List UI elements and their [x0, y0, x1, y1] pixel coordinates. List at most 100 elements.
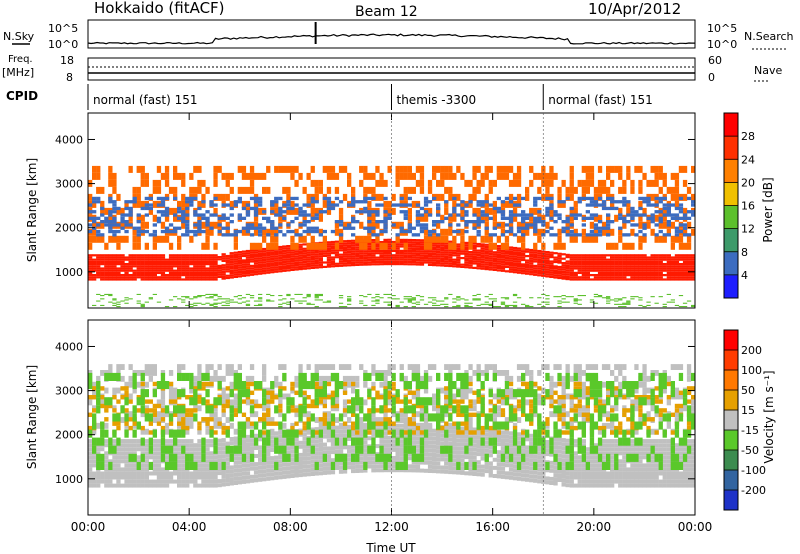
data-cell [225, 478, 230, 482]
data-cell [266, 293, 271, 295]
data-cell [96, 235, 101, 243]
data-cell [108, 220, 113, 224]
cpid-label: CPID [6, 89, 38, 103]
data-cell [577, 179, 582, 187]
data-cell [476, 448, 481, 453]
data-cell [678, 216, 684, 220]
data-cell [185, 269, 190, 272]
data-cell [614, 254, 619, 257]
data-cell [614, 214, 619, 222]
data-cell [411, 239, 416, 242]
data-cell [678, 295, 684, 297]
data-cell [573, 207, 578, 215]
data-cell [185, 220, 190, 224]
data-cell [597, 254, 603, 257]
data-cell [662, 258, 667, 261]
data-cell [399, 203, 404, 207]
data-cell [258, 270, 263, 273]
data-cell [573, 463, 578, 468]
data-cell [658, 200, 663, 204]
data-cell [181, 256, 186, 259]
data-cell [399, 263, 404, 266]
data-cell [484, 254, 489, 257]
data-cell [626, 233, 631, 237]
data-cell [112, 233, 117, 237]
data-cell [334, 462, 340, 466]
data-cell [258, 303, 263, 305]
data-cell [561, 442, 566, 447]
data-cell [589, 221, 595, 229]
data-cell [504, 216, 510, 220]
data-cell [549, 468, 554, 473]
data-cell [310, 179, 315, 187]
data-cell [270, 271, 275, 274]
data-cell [585, 179, 590, 187]
data-cell [488, 261, 493, 264]
data-cell [168, 265, 174, 268]
data-cell [682, 306, 688, 308]
colorbar-tick-label: 4 [741, 269, 748, 282]
data-cell [334, 264, 340, 268]
data-cell [525, 213, 530, 217]
data-cell [371, 297, 376, 299]
data-cell [691, 256, 696, 259]
data-cell [569, 233, 574, 237]
data-cell [500, 165, 506, 173]
data-cell [674, 269, 680, 272]
data-cell [553, 445, 558, 450]
data-cell [359, 295, 364, 297]
data-cell [209, 263, 214, 266]
data-cell [262, 432, 267, 437]
data-cell [258, 207, 263, 215]
data-cell [116, 193, 121, 201]
data-cell [500, 297, 506, 299]
data-cell [140, 271, 145, 274]
data-cell [686, 196, 692, 201]
data-cell [585, 274, 590, 277]
data-cell [395, 172, 400, 180]
data-cell [638, 221, 643, 229]
data-cell [209, 459, 214, 464]
data-cell [436, 220, 441, 224]
data-cell [399, 229, 404, 234]
data-cell [488, 461, 493, 466]
data-cell [508, 253, 514, 256]
data-cell [533, 207, 538, 215]
data-cell [662, 221, 667, 229]
data-cell [266, 299, 271, 301]
data-cell [306, 172, 311, 180]
data-cell [618, 172, 623, 180]
data-cell [104, 439, 109, 444]
data-cell [262, 216, 267, 220]
data-cell [452, 454, 457, 459]
data-cell [630, 263, 635, 266]
data-cell [622, 179, 627, 187]
data-cell [193, 258, 198, 261]
data-cell [209, 269, 214, 272]
data-cell [266, 267, 271, 270]
data-cell [444, 165, 449, 173]
data-cell [270, 203, 275, 207]
data-cell [318, 179, 323, 187]
data-cell [383, 301, 388, 303]
data-cell [258, 298, 263, 300]
data-cell [476, 293, 481, 295]
data-cell [500, 221, 506, 229]
data-cell [363, 172, 368, 180]
data-cell [104, 269, 109, 272]
data-cell [330, 258, 336, 261]
data-cell [606, 278, 611, 281]
data-cell [136, 258, 141, 261]
data-cell [601, 265, 607, 268]
data-cell [407, 456, 412, 461]
data-cell [258, 449, 263, 454]
data-cell [427, 259, 433, 262]
data-cell [197, 229, 202, 234]
data-cell [407, 249, 412, 253]
data-cell [326, 256, 332, 259]
data-cell [383, 210, 388, 214]
data-cell [448, 228, 453, 236]
data-cell [334, 220, 340, 224]
data-cell [464, 220, 469, 224]
